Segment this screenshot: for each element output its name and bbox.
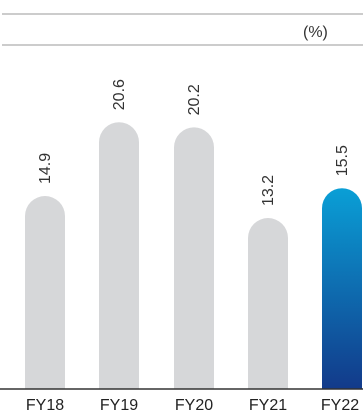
value-labels-group: 14.9 20.6 20.2 13.2 15.5: [37, 79, 351, 206]
value-label-fy22: 15.5: [334, 145, 351, 176]
tick-label-fy18: FY18: [26, 397, 64, 412]
tick-labels-group: FY18 FY19 FY20 FY21 FY22: [26, 397, 359, 412]
bar-fy20: [174, 127, 214, 389]
bar-fy18: [25, 196, 65, 389]
value-label-fy21: 13.2: [260, 175, 277, 206]
tick-label-fy22: FY22: [321, 397, 359, 412]
tick-label-fy20: FY20: [175, 397, 213, 412]
value-label-fy20: 20.2: [186, 84, 203, 115]
tick-label-fy21: FY21: [249, 397, 287, 412]
value-label-fy18: 14.9: [37, 153, 54, 184]
bar-fy19: [99, 122, 139, 390]
value-label-fy19: 20.6: [111, 79, 128, 110]
bar-fy21: [248, 218, 288, 389]
bar-fy22: [322, 188, 362, 389]
tick-label-fy19: FY19: [100, 397, 138, 412]
unit-label: (%): [303, 24, 328, 41]
bars-group: [25, 122, 362, 390]
